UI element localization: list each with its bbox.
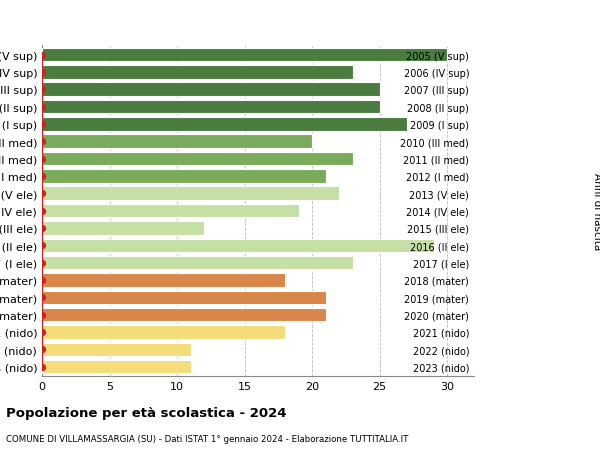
Bar <box>42 118 407 131</box>
Point <box>37 121 47 129</box>
Bar <box>42 256 353 270</box>
Point <box>37 277 47 284</box>
Text: Anni di nascita: Anni di nascita <box>592 173 600 250</box>
Point <box>37 363 47 370</box>
Bar <box>42 135 312 149</box>
Point <box>37 294 47 301</box>
Point <box>37 242 47 249</box>
Bar <box>42 239 433 252</box>
Bar <box>42 49 447 62</box>
Point <box>37 207 47 215</box>
Bar <box>42 83 380 97</box>
Point <box>37 311 47 319</box>
Point <box>37 86 47 94</box>
Bar <box>42 152 353 166</box>
Point <box>37 138 47 146</box>
Bar <box>42 291 325 304</box>
Bar <box>42 187 339 201</box>
Point <box>37 190 47 197</box>
Point <box>37 104 47 111</box>
Bar <box>42 343 191 356</box>
Point <box>37 225 47 232</box>
Point <box>37 156 47 163</box>
Bar <box>42 204 299 218</box>
Bar <box>42 274 285 287</box>
Bar <box>42 170 325 183</box>
Point <box>37 259 47 267</box>
Bar <box>42 308 325 322</box>
Bar <box>42 101 380 114</box>
Point <box>37 173 47 180</box>
Point <box>37 52 47 59</box>
Text: COMUNE DI VILLAMASSARGIA (SU) - Dati ISTAT 1° gennaio 2024 - Elaborazione TUTTIT: COMUNE DI VILLAMASSARGIA (SU) - Dati IST… <box>6 434 409 443</box>
Point <box>37 329 47 336</box>
Bar <box>42 325 285 339</box>
Point <box>37 346 47 353</box>
Bar <box>42 222 204 235</box>
Point <box>37 69 47 76</box>
Bar <box>42 360 191 374</box>
Text: Popolazione per età scolastica - 2024: Popolazione per età scolastica - 2024 <box>6 406 287 419</box>
Bar <box>42 66 353 79</box>
